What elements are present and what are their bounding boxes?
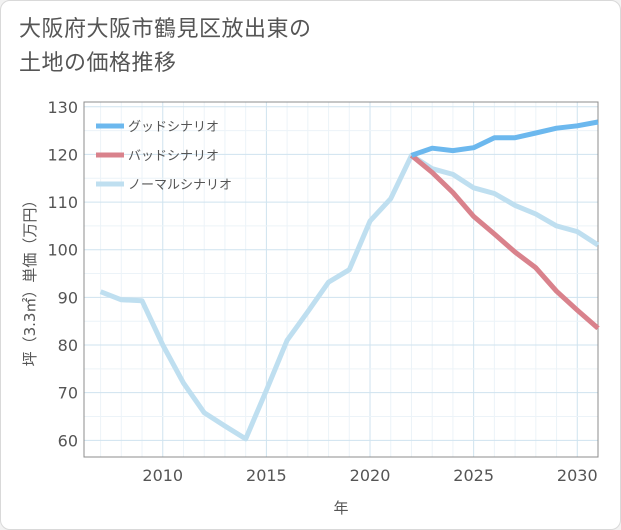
x-tick-label: 2030 bbox=[557, 466, 598, 485]
x-tick-label: 2015 bbox=[246, 466, 287, 485]
legend-label: バッドシナリオ bbox=[128, 149, 219, 164]
title-line-2: 土地の価格推移 bbox=[19, 51, 177, 76]
y-tick-label: 60 bbox=[58, 431, 78, 450]
x-tick-label: 2010 bbox=[142, 466, 183, 485]
series-lines bbox=[99, 119, 600, 442]
plot-frame bbox=[83, 101, 599, 458]
y-axis-ticks: 60 70 80 90 100 110 120 130 bbox=[47, 98, 78, 451]
y-tick-label: 90 bbox=[58, 288, 78, 307]
x-tick-label: 2020 bbox=[350, 466, 391, 485]
title-line-1: 大阪府大阪市鶴見区放出東の bbox=[19, 17, 312, 42]
y-axis-label: 坪（3.3㎡）単価（万円） bbox=[21, 193, 39, 367]
x-tick-label: 2025 bbox=[453, 466, 494, 485]
grid bbox=[84, 102, 599, 457]
y-tick-label: 100 bbox=[47, 241, 78, 260]
y-tick-label: 120 bbox=[47, 145, 78, 164]
series-line bbox=[410, 119, 599, 158]
y-tick-label: 70 bbox=[58, 384, 78, 403]
legend-label: ノーマルシナリオ bbox=[128, 178, 232, 193]
x-axis-label: 年 bbox=[333, 499, 348, 517]
legend-label: グッドシナリオ bbox=[128, 120, 219, 135]
y-tick-label: 110 bbox=[47, 193, 78, 212]
series-line bbox=[99, 152, 600, 442]
page-title: 大阪府大阪市鶴見区放出東の 土地の価格推移 bbox=[19, 13, 312, 81]
y-tick-label: 130 bbox=[47, 98, 78, 117]
series-line bbox=[409, 153, 600, 331]
x-axis-ticks: 2010 2015 2020 2025 2030 bbox=[142, 466, 597, 485]
y-tick-label: 80 bbox=[58, 336, 78, 355]
